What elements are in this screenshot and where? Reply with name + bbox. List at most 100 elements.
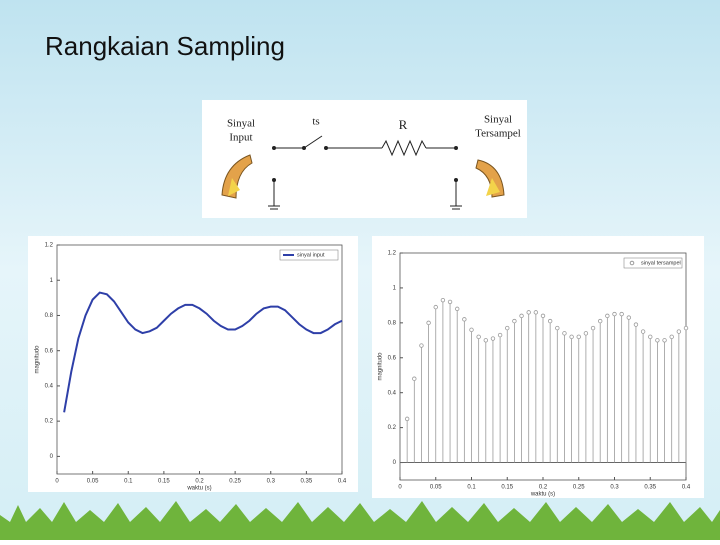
stem-marker [447, 299, 453, 305]
stem-marker [590, 325, 596, 331]
stem-marker [555, 325, 560, 331]
stem [662, 338, 667, 463]
stem-marker [533, 310, 539, 315]
legend-swatch [629, 260, 635, 266]
x-tick-label: 0.35 [301, 479, 313, 485]
input-label: Input [229, 132, 252, 144]
stem [426, 320, 431, 463]
stem-marker [619, 311, 624, 317]
stem [555, 325, 560, 463]
switch-label: ts [312, 116, 319, 128]
y-tick-label: 0.8 [45, 313, 54, 319]
stem-marker [683, 325, 689, 331]
y-tick-label: 1.2 [45, 243, 54, 249]
stem [412, 376, 417, 463]
stem [476, 334, 481, 463]
stem [483, 338, 488, 463]
stem-marker [512, 318, 517, 324]
y-tick-label: 0.2 [388, 425, 397, 431]
stem [540, 313, 546, 463]
stem [590, 325, 596, 463]
stem [619, 311, 624, 463]
stem [447, 299, 453, 463]
y-tick-label: 0.6 [388, 355, 397, 361]
stem-marker [547, 318, 553, 324]
x-tick-label: 0.1 [124, 479, 133, 485]
stem-marker [519, 313, 524, 319]
stem-marker [605, 313, 610, 319]
stem-marker [569, 334, 574, 340]
y-tick-label: 1 [393, 286, 397, 292]
y-tick-label: 1 [50, 278, 54, 284]
stem-marker [455, 306, 460, 312]
stem-marker [469, 327, 474, 333]
stem [598, 318, 603, 463]
stem [669, 334, 674, 463]
output-label: Tersampel [475, 128, 521, 140]
stem-marker [412, 376, 417, 381]
x-tick-label: 0.25 [573, 485, 585, 491]
y-tick-label: 0.2 [45, 419, 54, 425]
y-tick-label: 0.4 [388, 390, 397, 396]
stem [526, 310, 531, 463]
stem [583, 331, 589, 463]
stem-marker [540, 313, 546, 319]
x-tick-label: 0.25 [229, 479, 241, 485]
stem [562, 331, 567, 463]
stem [547, 318, 553, 463]
stem-marker [576, 334, 581, 340]
circuit-diagram: Sinyal Input ts R Sinyal Tersampel [202, 100, 527, 218]
stem-marker [583, 331, 589, 336]
legend-label: sinyal input [297, 252, 325, 258]
stem [469, 327, 474, 463]
stem [640, 329, 646, 463]
x-tick-label: 0.3 [610, 485, 619, 491]
x-tick-label: 0.1 [467, 485, 476, 491]
x-tick-label: 0.15 [158, 479, 170, 485]
x-tick-label: 0.2 [539, 485, 548, 491]
stem [626, 315, 631, 463]
plot-area [56, 244, 343, 475]
x-tick-label: 0.2 [195, 479, 204, 485]
stem [519, 313, 524, 463]
resistor-label: R [399, 117, 408, 132]
stem [433, 304, 438, 463]
stem-marker [633, 322, 639, 327]
y-tick-label: 0 [50, 454, 54, 460]
stem [455, 306, 460, 463]
stem [505, 325, 510, 463]
stem-marker [526, 310, 531, 315]
stem [490, 336, 496, 463]
stem [569, 334, 574, 463]
stem-marker [655, 338, 660, 343]
stem [683, 325, 689, 463]
y-axis-label: magnitudo [35, 345, 41, 374]
stem-marker [662, 338, 667, 343]
x-tick-label: 0.05 [430, 485, 442, 491]
x-tick-label: 0.35 [644, 485, 656, 491]
stem-marker [562, 331, 567, 336]
stem-marker [440, 297, 446, 303]
stem-marker [497, 332, 503, 338]
stem [440, 297, 446, 463]
stem-marker [505, 325, 510, 331]
input-label: Sinyal [227, 118, 255, 130]
line [63, 291, 343, 413]
stem-marker [626, 315, 631, 320]
stem [419, 343, 424, 463]
x-tick-label: 0 [398, 485, 402, 491]
legend-box [279, 249, 339, 261]
stem [633, 322, 639, 463]
stem [512, 318, 517, 463]
stem-marker [612, 311, 617, 317]
x-tick-label: 0.05 [87, 479, 99, 485]
stem-marker [490, 336, 496, 341]
x-axis-label: waktu (s) [530, 492, 555, 498]
stem [533, 310, 539, 463]
stem-marker [404, 416, 410, 422]
stem [497, 332, 503, 463]
y-tick-label: 1.2 [388, 251, 397, 257]
stem-marker [669, 334, 674, 340]
x-tick-label: 0.3 [267, 479, 276, 485]
